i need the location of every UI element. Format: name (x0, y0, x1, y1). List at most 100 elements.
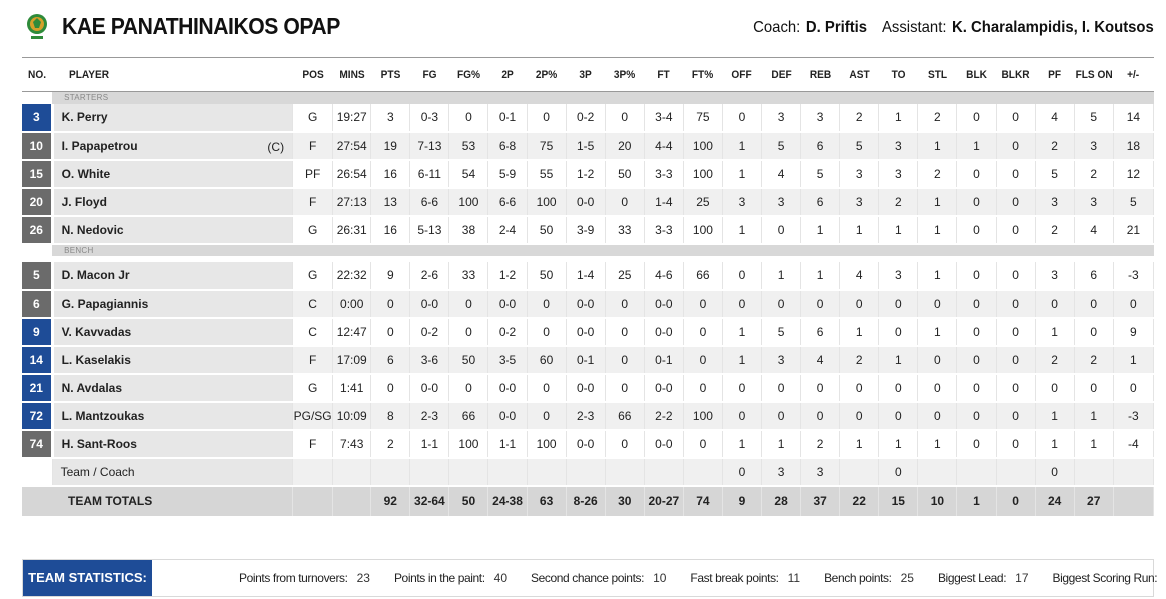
stat-cell-pf: 2 (1035, 131, 1075, 161)
player-name[interactable]: I. Papapetrou (C) (52, 131, 294, 161)
section-label: BENCH (52, 243, 1154, 256)
stat-cell-p2: 2-4 (487, 215, 528, 245)
totals-cell-ft: 20-27 (644, 485, 684, 516)
player-row[interactable]: 3 K. Perry G 19:27 3 0-3 0 0-1 0 0-2 0 3-4 75 0 3 3 2 1 2 0… (22, 103, 1155, 133)
stat-cell-ast: 1 (839, 215, 880, 245)
stat-cell-fgp: 33 (448, 261, 489, 291)
stat-cell-p2p: 50 (527, 215, 567, 245)
player-row[interactable]: 14 L. Kaselakis F 17:09 6 3-6 50 3-5 60 0-1 0 0-1 0 1… (22, 345, 1155, 375)
stat-cell-fgp: 66 (448, 401, 489, 431)
player-name[interactable]: G. Papagiannis (52, 289, 294, 319)
player-row[interactable]: 10 I. Papapetrou (C) F 27:54 19 7-13 53 6-8 75 1-5… (22, 131, 1155, 161)
totals-cell-p2p: 63 (527, 485, 567, 516)
player-name[interactable]: O. White (52, 159, 294, 189)
stat-cell-to: 1 (878, 429, 919, 459)
stat-cell-stl: 0 (917, 401, 958, 431)
player-name-text[interactable]: K. Perry (61, 110, 108, 124)
column-header: PLAYER (61, 57, 283, 92)
totals-cell-mins (332, 485, 372, 516)
totals-cell-fg: 32-64 (409, 485, 450, 516)
player-row[interactable]: 26 N. Nedovic G 26:31 16 5-13 38 2-4 50 3-9 33 3-3 1… (22, 215, 1155, 245)
player-name[interactable]: N. Avdalas (52, 373, 294, 403)
column-header: 2P% (528, 57, 565, 92)
player-name[interactable]: D. Macon Jr (52, 261, 294, 291)
stat-cell-ftp: 75 (683, 103, 723, 133)
stat-cell-reb: 0 (800, 373, 841, 403)
totals-cell-p2: 24-38 (487, 485, 528, 516)
coach-label: Coach: (753, 19, 801, 36)
player-name-text[interactable]: N. Avdalas (61, 380, 123, 395)
player-row[interactable]: 20 J. Floyd F 27:13 13 6-6 100 6-6 100 0-0 0 1-4 25 3… (22, 187, 1155, 217)
coaching-staff: Coach: D. Priftis Assistant: K. Charalampid… (753, 19, 1154, 37)
team-coach-cell-ast (839, 457, 880, 487)
captain-marker: (C) (267, 139, 285, 154)
team-coach-cell-reb: 3 (800, 457, 841, 487)
player-name-text[interactable]: G. Papagiannis (61, 296, 149, 311)
stat-cell-blkr: 0 (996, 261, 1036, 291)
player-name[interactable]: L. Mantzoukas (52, 401, 294, 431)
stat-cell-fgp: 53 (448, 131, 489, 161)
stat-cell-ast: 4 (839, 261, 880, 291)
player-row[interactable]: 72 L. Mantzoukas PG/SG 10:09 8 2-3 66 0-0 0 2-3 66… (22, 401, 1155, 431)
stat-cell-p3p: 0 (605, 103, 645, 133)
player-name-text[interactable]: H. Sant-Roos (61, 436, 137, 451)
stat-cell-pm: -4 (1113, 429, 1155, 459)
player-name[interactable]: K. Perry (52, 103, 294, 133)
stat-cell-flson: 2 (1074, 345, 1114, 375)
stat-cell-ftp: 100 (683, 215, 723, 245)
player-name[interactable]: J. Floyd (52, 187, 294, 217)
stat-cell-reb: 6 (800, 317, 841, 347)
column-header: BLK (958, 57, 995, 92)
stat-cell-to: 1 (878, 345, 919, 375)
coach-name: D. Priftis (806, 19, 868, 36)
player-name[interactable]: L. Kaselakis (52, 345, 294, 375)
stat-cell-fg: 0-0 (409, 373, 450, 403)
stat-cell-def: 0 (761, 215, 802, 245)
stat-cell-pts: 16 (370, 159, 411, 189)
stat-cell-to: 1 (878, 215, 919, 245)
player-row[interactable]: 74 H. Sant-Roos F 7:43 2 1-1 100 1-1 100 0-0 0 0-0 0… (22, 429, 1155, 459)
stat-cell-reb: 2 (800, 429, 841, 459)
stat-cell-pts: 16 (370, 215, 411, 245)
player-row[interactable]: 15 O. White PF 26:54 16 6-11 54 5-9 55 1-2 50 3-3 10… (22, 159, 1155, 189)
stat-cell-p2p: 100 (527, 429, 567, 459)
stat-cell-flson: 6 (1074, 261, 1114, 291)
totals-cell-p3: 8-26 (566, 485, 606, 516)
player-name-text[interactable]: D. Macon Jr (61, 268, 130, 282)
team-coach-label: Team / Coach (52, 457, 294, 487)
player-row[interactable]: 21 N. Avdalas G 1:41 0 0-0 0 0-0 0 0-0 0 0-0 0 0 0 0 0 0 0… (22, 373, 1155, 403)
player-row[interactable]: 5 D. Macon Jr G 22:32 9 2-6 33 1-2 50 1-4 25 4-6 66 0… (22, 261, 1155, 291)
player-name[interactable]: H. Sant-Roos (52, 429, 294, 459)
stat-cell-p3p: 0 (605, 429, 645, 459)
player-row[interactable]: 6 G. Papagiannis C 0:00 0 0-0 0 0-0 0 0-0 0 0-0 0 0 0 0… (22, 289, 1155, 319)
player-name[interactable]: V. Kavvadas (52, 317, 294, 347)
stat-cell-fgp: 0 (448, 289, 489, 319)
stat-cell-off: 0 (722, 289, 763, 319)
player-name-text[interactable]: I. Papapetrou (61, 138, 138, 153)
player-name-text[interactable]: L. Kaselakis (61, 352, 131, 367)
column-header: +/- (1114, 57, 1152, 92)
stat-cell-off: 0 (722, 261, 763, 291)
team-stat-item: Biggest Lead: 17 (938, 571, 1029, 585)
stat-cell-ft: 3-3 (644, 159, 684, 189)
stat-cell-ftp: 25 (683, 187, 723, 217)
stat-cell-p2p: 100 (527, 187, 567, 217)
team-coach-cell-flson (1074, 457, 1114, 487)
stat-cell-reb: 5 (800, 159, 841, 189)
player-name-text[interactable]: J. Floyd (61, 194, 107, 209)
stat-cell-fg: 5-13 (409, 215, 450, 245)
stat-cell-stl: 1 (917, 317, 958, 347)
stat-cell-p3: 0-0 (566, 289, 606, 319)
team-stat-label: Second chance points: (531, 571, 645, 585)
stat-cell-fg: 0-0 (409, 289, 450, 319)
team-statistics-items: Points from turnovers: 23 Points in the pa… (239, 571, 1166, 585)
player-name-text[interactable]: N. Nedovic (61, 222, 124, 237)
player-name-text[interactable]: V. Kavvadas (61, 324, 132, 339)
stat-cell-fgp: 100 (448, 429, 489, 459)
player-name[interactable]: N. Nedovic (52, 215, 294, 245)
stat-cell-ftp: 100 (683, 131, 723, 161)
player-name-text[interactable]: L. Mantzoukas (61, 408, 145, 423)
player-name-text[interactable]: O. White (61, 166, 111, 181)
stat-cell-ast: 2 (839, 345, 880, 375)
player-row[interactable]: 9 V. Kavvadas C 12:47 0 0-2 0 0-2 0 0-0 0 0-0 0 1 5 6 1 0… (22, 317, 1155, 347)
